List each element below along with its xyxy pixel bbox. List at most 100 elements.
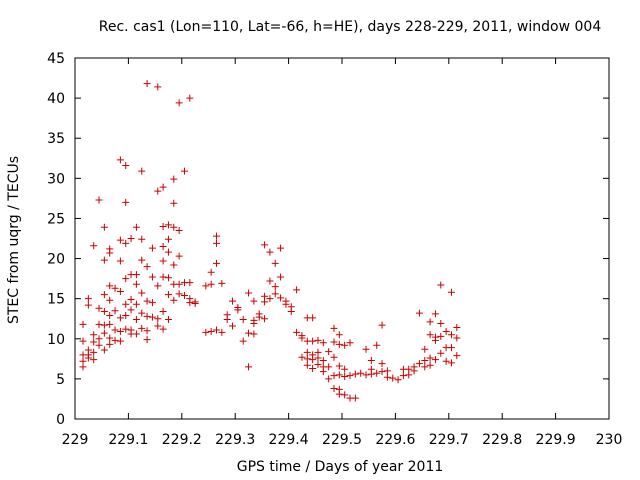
- data-point: [95, 335, 103, 343]
- data-point: [335, 331, 343, 339]
- data-point: [261, 315, 269, 323]
- data-point: [421, 363, 429, 371]
- data-point: [116, 236, 124, 244]
- data-point: [421, 345, 429, 353]
- data-point: [90, 338, 98, 346]
- data-point: [132, 223, 140, 231]
- data-point: [373, 369, 381, 377]
- data-point: [282, 300, 290, 308]
- data-point: [447, 331, 455, 339]
- y-tick-label: 40: [47, 91, 65, 107]
- data-point: [170, 261, 178, 269]
- data-point: [159, 222, 167, 230]
- data-point: [154, 315, 162, 323]
- data-point: [116, 156, 124, 164]
- data-point: [159, 273, 167, 281]
- data-point: [341, 372, 349, 380]
- y-tick-label: 0: [56, 412, 65, 428]
- data-point: [271, 259, 279, 267]
- data-point: [453, 324, 461, 332]
- data-point: [143, 336, 151, 344]
- data-point: [266, 248, 274, 256]
- data-point: [319, 368, 327, 376]
- data-point: [325, 363, 333, 371]
- data-point: [159, 308, 167, 316]
- data-point: [319, 339, 327, 347]
- x-tick-label: 229.3: [215, 432, 255, 448]
- data-point: [122, 312, 130, 320]
- data-point: [378, 321, 386, 329]
- data-point: [111, 326, 119, 334]
- data-point: [431, 356, 439, 364]
- data-point: [164, 248, 172, 256]
- data-point: [148, 273, 156, 281]
- data-point: [426, 354, 434, 362]
- data-point: [106, 320, 114, 328]
- data-point: [202, 328, 210, 336]
- data-point: [143, 297, 151, 305]
- data-point: [127, 235, 135, 242]
- data-point: [106, 334, 114, 342]
- data-point: [122, 275, 130, 283]
- data-point: [132, 280, 140, 288]
- data-point: [90, 331, 98, 339]
- data-point: [138, 324, 146, 332]
- data-point: [394, 376, 402, 384]
- data-point: [159, 183, 167, 191]
- data-point: [218, 328, 226, 336]
- data-point: [154, 322, 162, 330]
- data-point: [116, 314, 124, 322]
- data-point: [175, 280, 183, 288]
- data-point: [271, 290, 279, 298]
- data-point: [431, 310, 439, 318]
- data-point: [447, 359, 455, 367]
- data-point: [239, 337, 247, 345]
- data-point: [186, 94, 194, 102]
- data-point: [116, 337, 124, 345]
- data-point: [415, 309, 423, 317]
- data-point: [164, 316, 172, 324]
- y-tick-label: 10: [47, 332, 65, 348]
- data-point: [84, 301, 92, 309]
- data-point: [143, 80, 151, 88]
- data-point: [330, 338, 338, 346]
- data-point: [159, 243, 167, 251]
- data-point: [100, 308, 108, 316]
- data-point: [367, 370, 375, 378]
- data-point: [378, 368, 386, 376]
- data-point: [95, 196, 103, 204]
- data-point: [271, 283, 279, 291]
- data-point: [266, 295, 274, 303]
- data-point: [229, 322, 237, 330]
- data-point: [357, 369, 365, 377]
- y-tick-labels: 0 5 10 15 20 25 30 35 40 45: [47, 51, 65, 428]
- data-point: [325, 348, 333, 356]
- data-point: [309, 337, 317, 345]
- data-point: [293, 328, 301, 336]
- y-tick-label: 25: [47, 211, 65, 227]
- data-point: [175, 99, 183, 107]
- data-point: [111, 307, 119, 315]
- chart-title: Rec. cas1 (Lon=110, Lat=-66, h=HE), days…: [99, 19, 602, 35]
- data-point: [180, 291, 188, 299]
- data-point: [106, 296, 114, 304]
- data-point: [100, 321, 108, 329]
- data-point: [239, 316, 247, 324]
- data-point: [367, 356, 375, 364]
- data-point: [261, 298, 269, 306]
- data-point: [314, 360, 322, 368]
- data-point: [79, 363, 87, 371]
- data-point: [127, 295, 135, 303]
- data-point: [100, 291, 108, 299]
- data-point: [437, 332, 445, 340]
- data-point: [90, 348, 98, 356]
- data-point: [116, 287, 124, 295]
- plot-frame: [74, 57, 610, 420]
- data-point: [143, 312, 151, 320]
- data-point: [319, 356, 327, 364]
- data-point: [341, 365, 349, 373]
- data-point: [309, 364, 317, 372]
- data-point: [127, 306, 135, 314]
- x-tick-label: 230: [596, 432, 623, 448]
